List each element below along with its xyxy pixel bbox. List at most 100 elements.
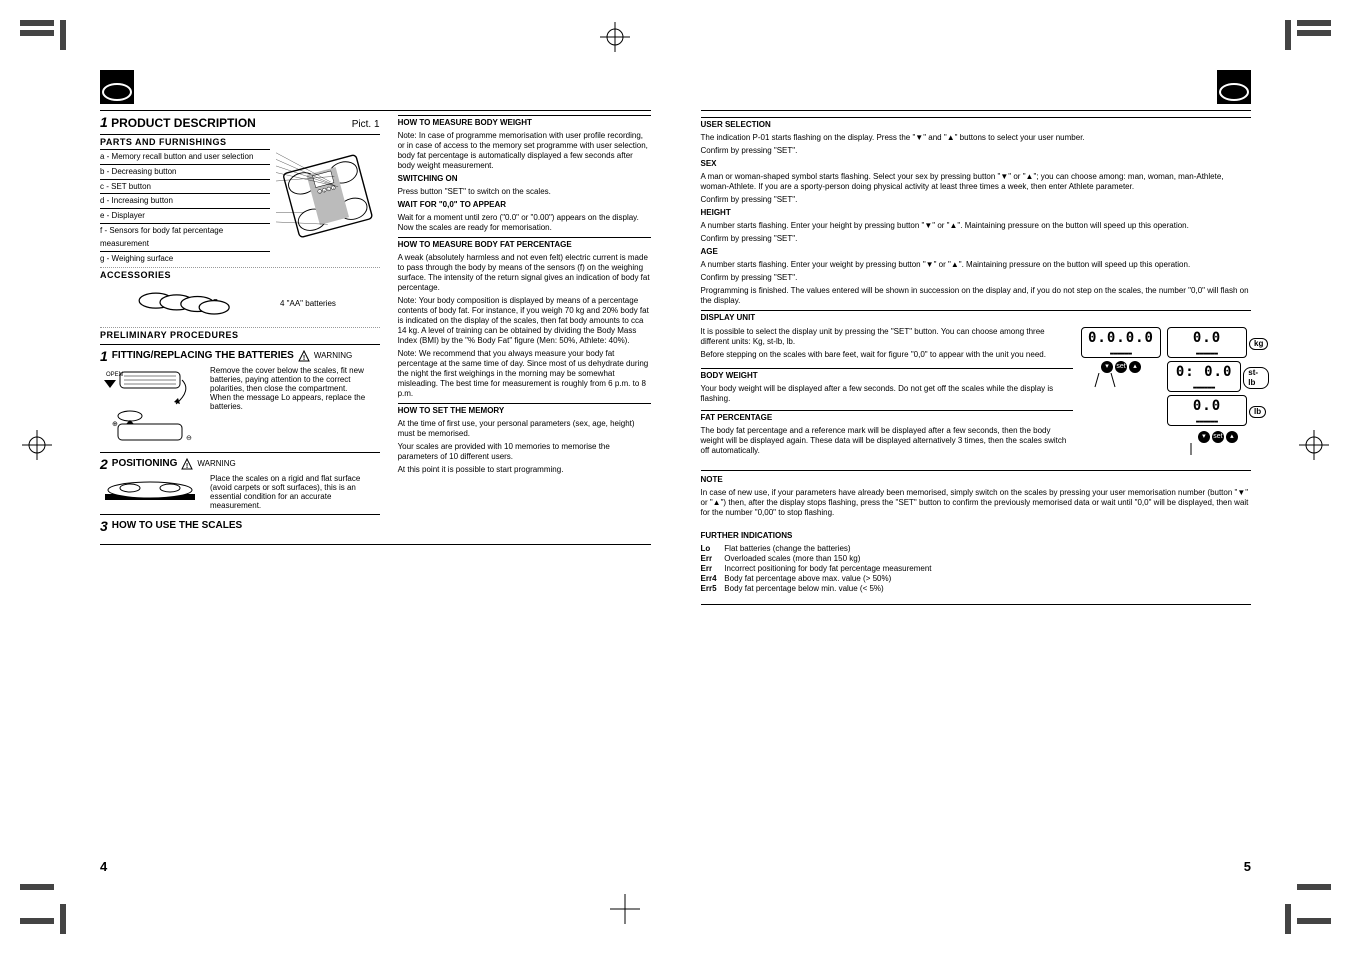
- display-unit-head: DISPLAY UNIT: [701, 313, 756, 322]
- indication-table: LoFlat batteries (change the batteries) …: [701, 544, 932, 594]
- step-number: 2: [100, 456, 108, 472]
- step-title: POSITIONING: [112, 458, 178, 469]
- warning-label: WARNING: [314, 351, 352, 360]
- section-title: PRODUCT DESCRIPTION: [111, 116, 256, 130]
- registration-mark-top: [600, 22, 630, 52]
- crop-mark-br: [1271, 874, 1331, 934]
- age-p2: Confirm by pressing "SET".: [701, 273, 1252, 283]
- table-row: Err4Body fat percentage above max. value…: [701, 574, 932, 584]
- set-memory-p2: Your scales are provided with 10 memorie…: [398, 442, 651, 462]
- height-p2: Confirm by pressing "SET".: [701, 234, 1252, 244]
- crop-mark-bl: [20, 874, 80, 934]
- user-selection-p2: Confirm by pressing "SET".: [701, 146, 1252, 156]
- fat-pct-head: FAT PERCENTAGE: [701, 413, 773, 422]
- unit-kg-badge: kg: [1249, 338, 1268, 350]
- unit-lb-badge: lb: [1249, 406, 1266, 418]
- body-fat-p3: Note: We recommend that you always measu…: [398, 349, 651, 399]
- up-button-icon: ▴: [1226, 431, 1238, 443]
- brand-logo-icon: [100, 70, 134, 104]
- part-label-g: g - Weighing surface: [100, 251, 270, 266]
- sex-p1: A man or woman-shaped symbol starts flas…: [701, 172, 1252, 192]
- set-button-icon: set: [1115, 361, 1127, 373]
- page-number: 4: [100, 859, 107, 874]
- part-label-f: f - Sensors for body fat percentage meas…: [100, 223, 270, 251]
- accessories-subhead: ACCESSORIES: [100, 270, 380, 280]
- switching-on-text: Press button "SET" to switch on the scal…: [398, 187, 651, 197]
- age-p1: A number starts flashing. Enter your wei…: [701, 260, 1252, 270]
- warning-icon: !: [181, 458, 193, 470]
- parts-subhead: PARTS AND FURNISHINGS: [100, 137, 380, 147]
- step-2-text: Place the scales on a rigid and flat sur…: [210, 474, 380, 510]
- table-row: ErrIncorrect positioning for body fat pe…: [701, 564, 932, 574]
- table-row: LoFlat batteries (change the batteries): [701, 544, 932, 554]
- warning-icon: !: [298, 350, 310, 362]
- part-label-a: a - Memory recall button and user select…: [100, 149, 270, 164]
- svg-text:⊕: ⊕: [112, 421, 118, 428]
- user-selection-head: USER SELECTION: [701, 120, 771, 129]
- body-fat-head: HOW TO MEASURE BODY FAT PERCENTAGE: [398, 240, 572, 249]
- set-button-icon: set: [1212, 431, 1224, 443]
- accessories-text: 4 "AA" batteries: [280, 299, 380, 308]
- part-label-e: e - Displayer: [100, 208, 270, 223]
- registration-mark-left: [22, 430, 52, 460]
- section-number: 1: [100, 114, 108, 130]
- sex-p2: Confirm by pressing "SET".: [701, 195, 1252, 205]
- positioning-diagram: [100, 474, 200, 510]
- prelim-subhead: PRELIMINARY PROCEDURES: [100, 330, 380, 340]
- page4-right-column: HOW TO MEASURE BODY WEIGHT Note: In case…: [398, 111, 651, 534]
- finger-press-icon: [1081, 373, 1131, 391]
- body-fat-p2: Note: Your body composition is displayed…: [398, 296, 651, 346]
- svg-text:⊖: ⊖: [186, 435, 192, 442]
- brand-logo-icon: [1217, 70, 1251, 104]
- switching-on-head: SWITCHING ON: [398, 174, 458, 183]
- note-head: NOTE: [701, 475, 723, 484]
- step-title: FITTING/REPLACING THE BATTERIES: [112, 350, 294, 361]
- down-button-icon: ▾: [1101, 361, 1113, 373]
- up-button-icon: ▴: [1129, 361, 1141, 373]
- lcd-kg: 0.0▂▂▂▂▂▂: [1167, 327, 1247, 358]
- lcd-lb: 0.0▂▂▂▂▂▂: [1167, 395, 1247, 426]
- display-unit-p1: It is possible to select the display uni…: [701, 327, 1074, 347]
- step-1-text-a: Remove the cover below the scales, fit n…: [210, 366, 380, 393]
- body-weight-head: BODY WEIGHT: [701, 371, 758, 380]
- section-1-head: 1 PRODUCT DESCRIPTION Pict. 1: [100, 111, 380, 130]
- finger-press-icon: [1167, 443, 1217, 457]
- lcd-init: 0.0.0.0▂▂▂▂▂▂: [1081, 327, 1161, 358]
- battery-insert-diagram: OPEN ⊕⊖: [100, 366, 200, 448]
- crop-mark-tl: [20, 20, 80, 80]
- page-number: 5: [1244, 859, 1251, 874]
- lcd-stlb: 0: 0.0▂▂▂▂▂▂: [1167, 361, 1241, 392]
- part-label-b: b - Decreasing button: [100, 164, 270, 179]
- display-unit-figure: 0.0.0.0▂▂▂▂▂▂ ▾ set ▴ 0.0▂▂▂▂▂▂kg 0: 0.0…: [1081, 327, 1251, 460]
- height-head: HEIGHT: [701, 208, 731, 217]
- wait-zero-text: Wait for a moment until zero ("0.0" or "…: [398, 213, 651, 233]
- step-2: 2 POSITIONING ! WARNING: [100, 452, 380, 510]
- page-5: USER SELECTION The indication P-01 start…: [701, 70, 1252, 874]
- part-label-d: d - Increasing button: [100, 193, 270, 208]
- step-1-text-b: When the message Lo appears, replace the…: [210, 393, 380, 411]
- step-title: HOW TO USE THE SCALES: [112, 520, 242, 531]
- warning-label: WARNING: [197, 459, 235, 468]
- step-3: 3 HOW TO USE THE SCALES: [100, 514, 380, 534]
- age-p3: Programming is finished. The values ente…: [701, 286, 1252, 306]
- user-selection-p1: The indication P-01 starts flashing on t…: [701, 133, 1252, 143]
- body-fat-p1: A weak (absolutely harmless and not even…: [398, 253, 651, 293]
- crop-mark-tr: [1271, 20, 1331, 80]
- page-4: 1 PRODUCT DESCRIPTION Pict. 1 PARTS AND …: [100, 70, 651, 874]
- note-text: In case of new use, if your parameters h…: [701, 488, 1252, 518]
- table-row: Err5Body fat percentage below min. value…: [701, 584, 932, 594]
- measure-weight-head: HOW TO MEASURE BODY WEIGHT: [398, 118, 532, 127]
- step-number: 3: [100, 518, 108, 534]
- step-number: 1: [100, 348, 108, 364]
- svg-text:!: !: [186, 463, 188, 470]
- parts-label-list: a - Memory recall button and user select…: [100, 149, 270, 265]
- set-memory-p3: At this point it is possible to start pr…: [398, 465, 651, 475]
- batteries-icon: [100, 284, 270, 322]
- body-weight-text: Your body weight will be displayed after…: [701, 384, 1074, 404]
- set-memory-p1: At the time of first use, your personal …: [398, 419, 651, 439]
- fat-pct-text: The body fat percentage and a reference …: [701, 426, 1074, 456]
- picture-ref: Pict. 1: [352, 119, 380, 130]
- registration-mark-right: [1299, 430, 1329, 460]
- part-label-c: c - SET button: [100, 179, 270, 194]
- height-p1: A number starts flashing. Enter your hei…: [701, 221, 1252, 231]
